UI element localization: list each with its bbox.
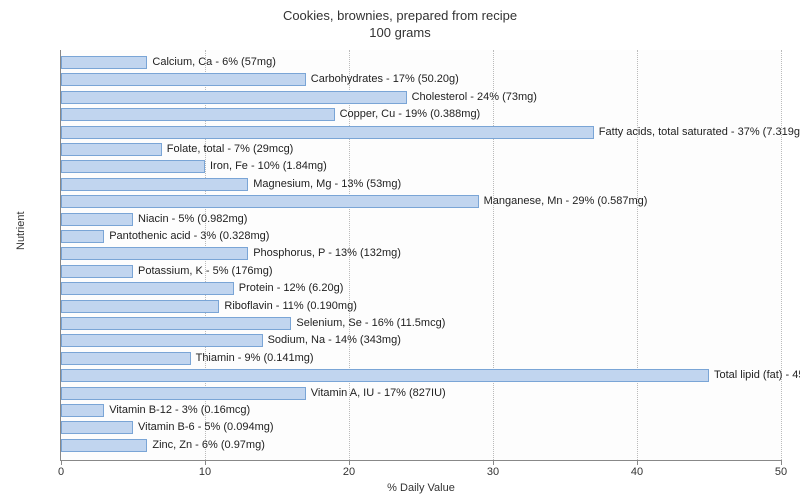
y-axis-title: Nutrient bbox=[15, 211, 27, 250]
nutrient-bar bbox=[61, 421, 133, 434]
grid-line bbox=[493, 50, 494, 460]
nutrient-label: Pantothenic acid - 3% (0.328mg) bbox=[109, 230, 269, 243]
nutrient-bar bbox=[61, 247, 248, 260]
nutrient-label: Manganese, Mn - 29% (0.587mg) bbox=[484, 195, 648, 208]
nutrient-bar bbox=[61, 387, 306, 400]
nutrient-bar bbox=[61, 143, 162, 156]
title-line2: 100 grams bbox=[369, 25, 430, 40]
nutrient-bar bbox=[61, 282, 234, 295]
nutrient-label: Phosphorus, P - 13% (132mg) bbox=[253, 247, 401, 260]
nutrient-label: Thiamin - 9% (0.141mg) bbox=[196, 352, 314, 365]
nutrient-bar bbox=[61, 56, 147, 69]
x-tick-label: 50 bbox=[775, 466, 787, 478]
nutrient-bar bbox=[61, 300, 219, 313]
x-tick-label: 10 bbox=[199, 466, 211, 478]
nutrient-label: Folate, total - 7% (29mcg) bbox=[167, 143, 294, 156]
nutrient-bar bbox=[61, 178, 248, 191]
nutrient-bar bbox=[61, 230, 104, 243]
nutrient-bar bbox=[61, 73, 306, 86]
nutrient-bar bbox=[61, 91, 407, 104]
nutrient-bar bbox=[61, 439, 147, 452]
nutrient-label: Riboflavin - 11% (0.190mg) bbox=[224, 300, 356, 313]
nutrient-label: Potassium, K - 5% (176mg) bbox=[138, 265, 273, 278]
chart-title: Cookies, brownies, prepared from recipe … bbox=[0, 0, 800, 42]
grid-line bbox=[781, 50, 782, 460]
nutrient-label: Copper, Cu - 19% (0.388mg) bbox=[340, 108, 481, 121]
nutrient-label: Vitamin B-12 - 3% (0.16mcg) bbox=[109, 404, 250, 417]
nutrient-label: Cholesterol - 24% (73mg) bbox=[412, 91, 537, 104]
nutrient-label: Zinc, Zn - 6% (0.97mg) bbox=[152, 439, 264, 452]
nutrient-bar bbox=[61, 108, 335, 121]
nutrient-label: Protein - 12% (6.20g) bbox=[239, 282, 344, 295]
nutrient-bar bbox=[61, 195, 479, 208]
nutrient-bar bbox=[61, 160, 205, 173]
title-line1: Cookies, brownies, prepared from recipe bbox=[283, 8, 517, 23]
x-tick bbox=[781, 460, 782, 465]
nutrient-label: Calcium, Ca - 6% (57mg) bbox=[152, 56, 275, 69]
x-tick-label: 20 bbox=[343, 466, 355, 478]
nutrient-bar bbox=[61, 213, 133, 226]
x-tick bbox=[493, 460, 494, 465]
x-tick bbox=[61, 460, 62, 465]
nutrient-label: Fatty acids, total saturated - 37% (7.31… bbox=[599, 126, 800, 139]
nutrient-bar bbox=[61, 334, 263, 347]
x-tick bbox=[637, 460, 638, 465]
nutrient-bar bbox=[61, 126, 594, 139]
x-tick-label: 0 bbox=[58, 466, 64, 478]
nutrient-label: Selenium, Se - 16% (11.5mcg) bbox=[296, 317, 445, 330]
nutrient-label: Iron, Fe - 10% (1.84mg) bbox=[210, 160, 327, 173]
nutrient-label: Total lipid (fat) - 45% (29.10g) bbox=[714, 369, 800, 382]
x-tick-label: 40 bbox=[631, 466, 643, 478]
nutrient-bar bbox=[61, 404, 104, 417]
nutrient-bar bbox=[61, 317, 291, 330]
nutrient-bar bbox=[61, 352, 191, 365]
chart-plot-area: 01020304050% Daily ValueCalcium, Ca - 6%… bbox=[60, 50, 781, 461]
nutrient-label: Vitamin A, IU - 17% (827IU) bbox=[311, 387, 446, 400]
nutrient-label: Carbohydrates - 17% (50.20g) bbox=[311, 73, 459, 86]
x-axis-title: % Daily Value bbox=[387, 482, 455, 494]
x-tick bbox=[349, 460, 350, 465]
nutrient-label: Niacin - 5% (0.982mg) bbox=[138, 213, 247, 226]
nutrient-bar bbox=[61, 265, 133, 278]
nutrient-label: Vitamin B-6 - 5% (0.094mg) bbox=[138, 421, 274, 434]
grid-line bbox=[637, 50, 638, 460]
nutrient-label: Sodium, Na - 14% (343mg) bbox=[268, 334, 401, 347]
nutrient-label: Magnesium, Mg - 13% (53mg) bbox=[253, 178, 401, 191]
nutrient-bar bbox=[61, 369, 709, 382]
x-tick bbox=[205, 460, 206, 465]
x-tick-label: 30 bbox=[487, 466, 499, 478]
